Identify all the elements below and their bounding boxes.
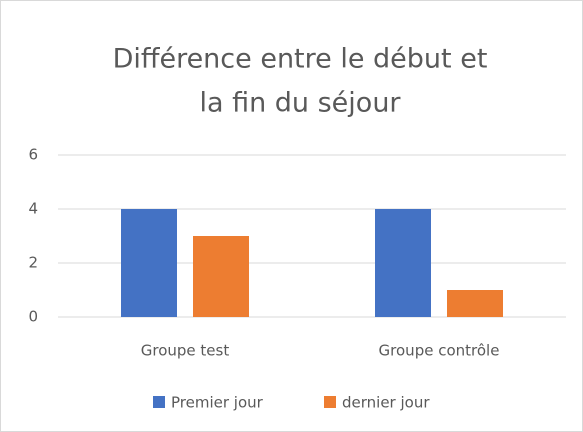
chart-title: la fin du séjour bbox=[199, 88, 401, 119]
x-tick-label: Groupe test bbox=[141, 342, 230, 360]
bar bbox=[375, 209, 431, 317]
y-tick-label: 4 bbox=[28, 200, 38, 218]
x-tick-label: Groupe contrôle bbox=[379, 342, 500, 360]
y-tick-label: 6 bbox=[28, 146, 38, 164]
y-tick-label: 0 bbox=[28, 308, 38, 326]
bar bbox=[447, 290, 503, 317]
legend-label: dernier jour bbox=[342, 394, 430, 412]
y-tick-label: 2 bbox=[28, 254, 38, 272]
legend-label: Premier jour bbox=[171, 394, 264, 412]
bar bbox=[121, 209, 177, 317]
legend-swatch bbox=[324, 396, 336, 408]
bar bbox=[193, 236, 249, 317]
legend-swatch bbox=[153, 396, 165, 408]
chart-title: Différence entre le début et bbox=[113, 44, 488, 75]
